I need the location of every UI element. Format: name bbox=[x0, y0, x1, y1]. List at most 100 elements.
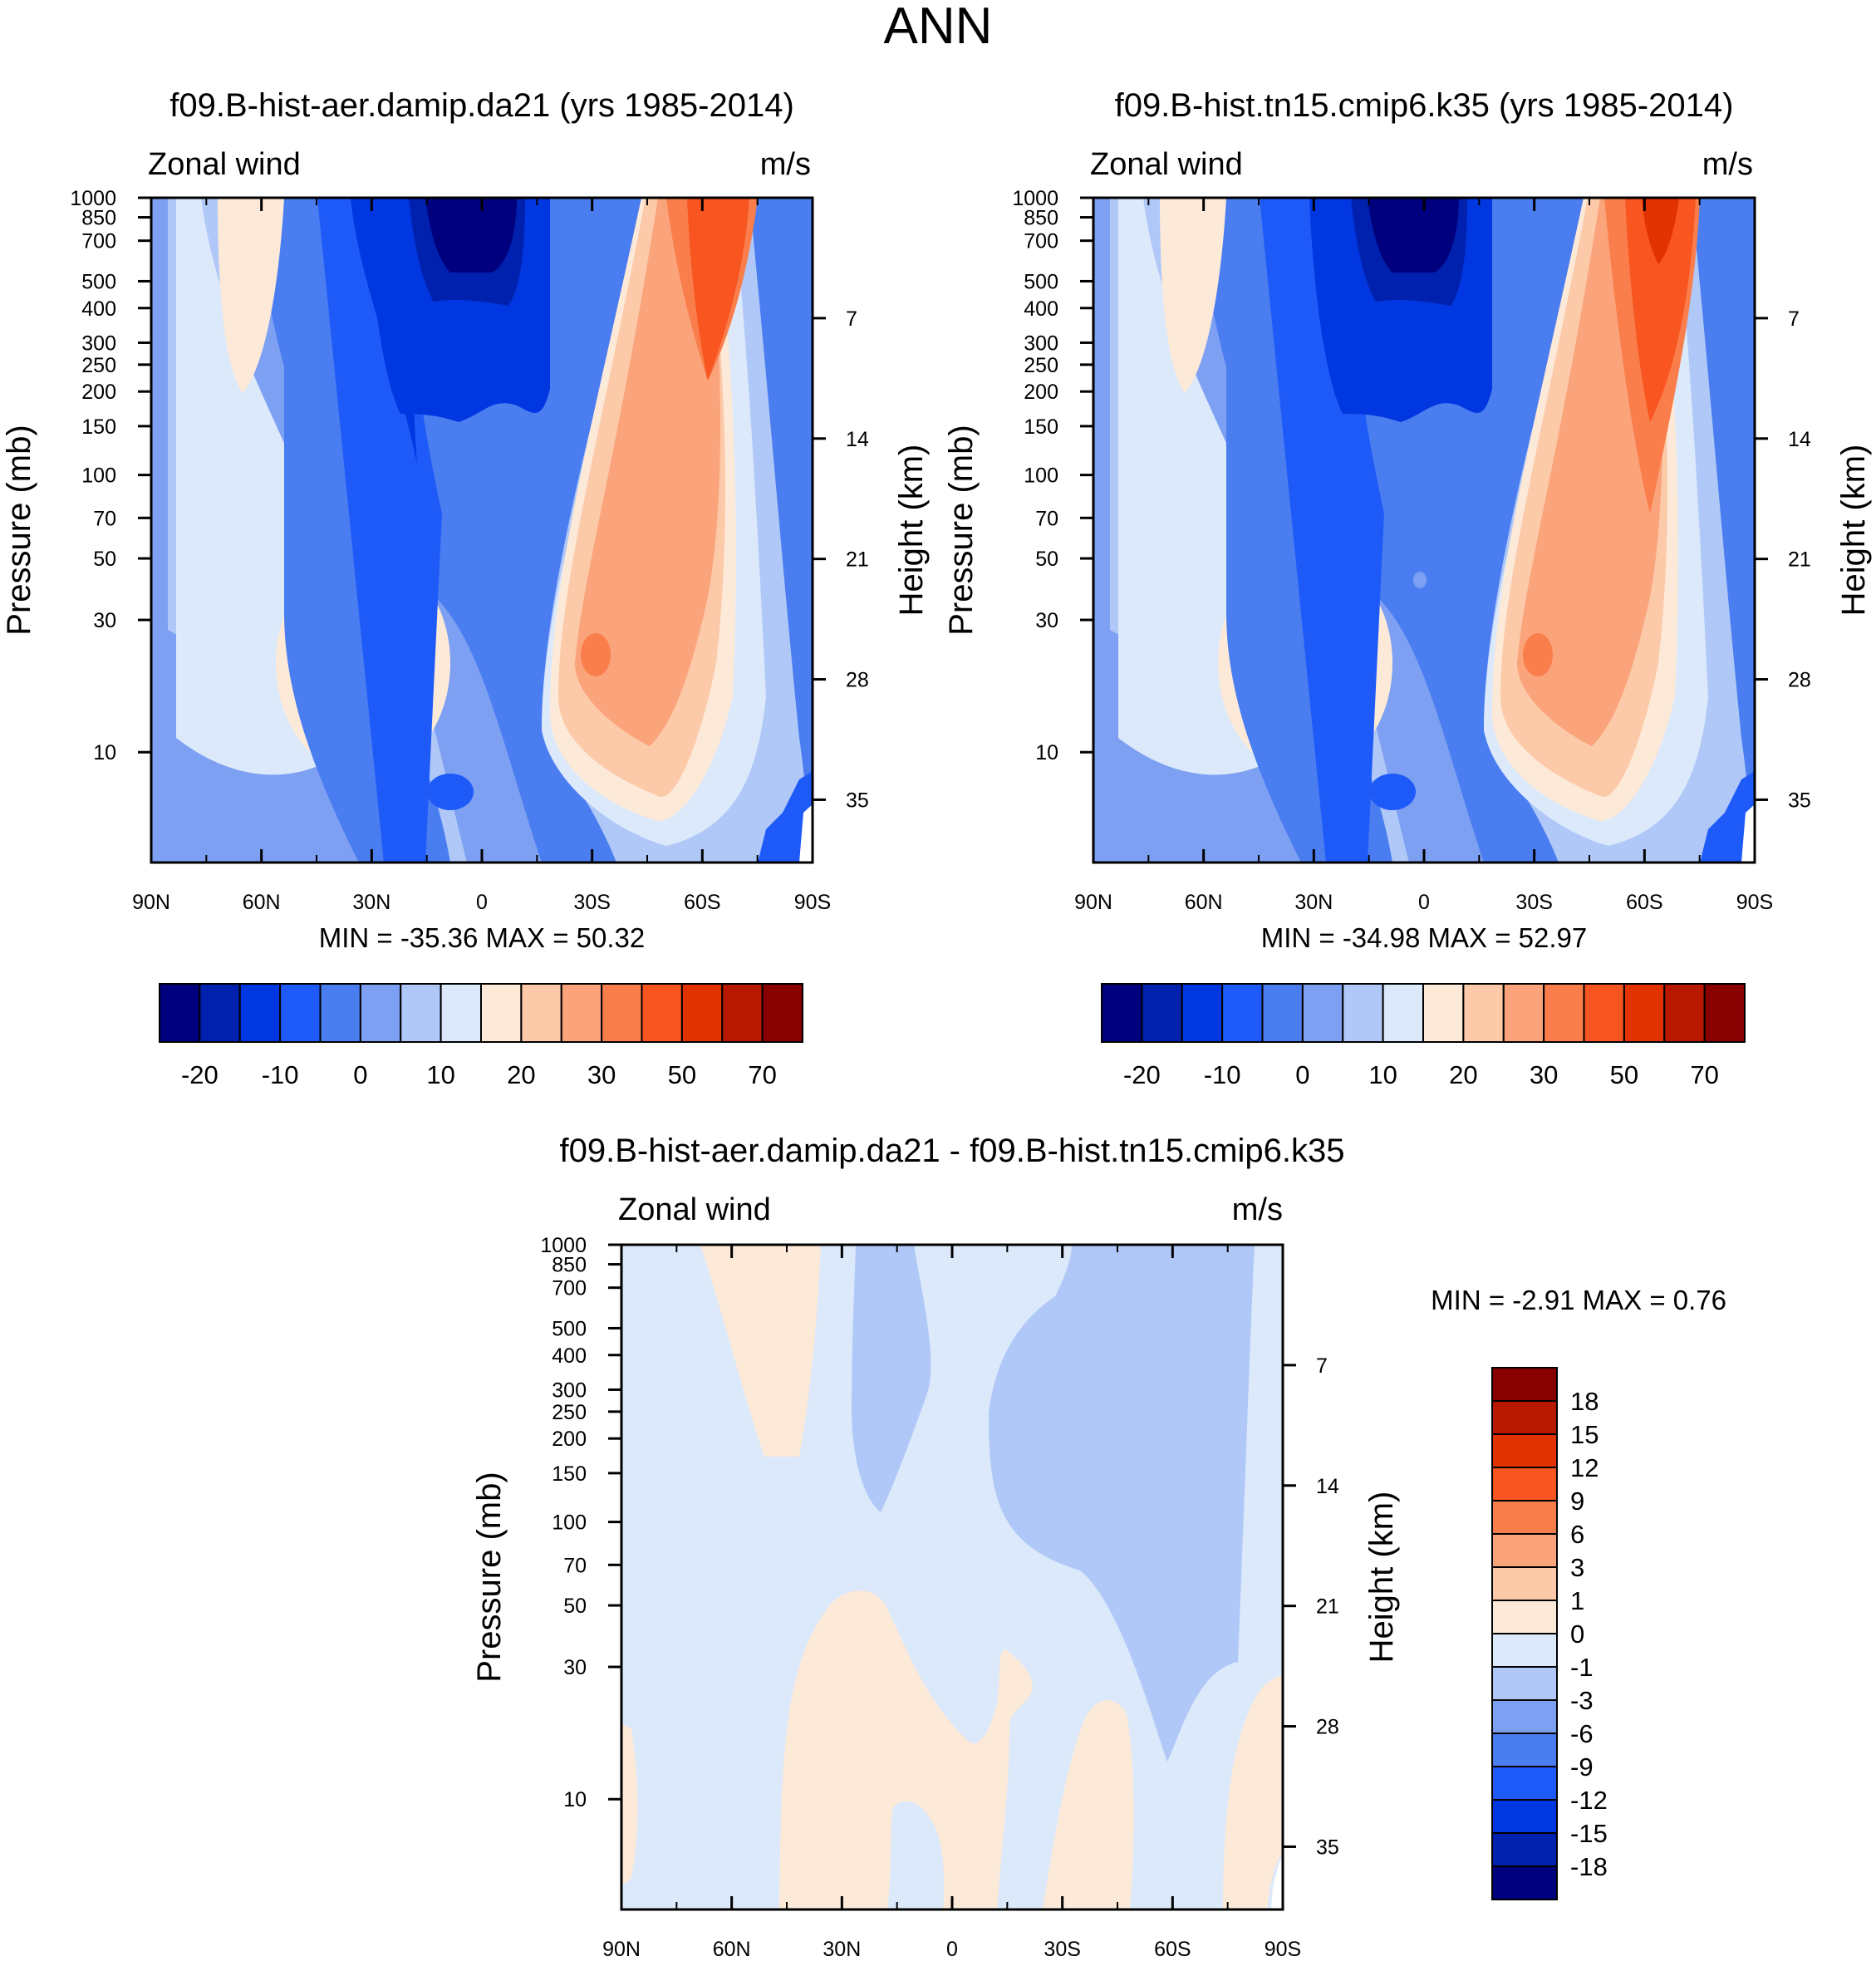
y-tick-label: 500 bbox=[552, 1317, 587, 1340]
colorbar-label: 6 bbox=[1570, 1520, 1584, 1549]
colorbar-swatch bbox=[1543, 983, 1585, 1043]
colorbar-swatch bbox=[560, 983, 603, 1043]
panel-2-contour-field bbox=[1093, 198, 1755, 863]
panel-2-title: f09.B-hist.tn15.cmip6.k35 (yrs 1985-2014… bbox=[1115, 87, 1734, 124]
y-tick-label: 150 bbox=[81, 415, 116, 439]
y2-tick-label: 28 bbox=[846, 669, 869, 692]
y-tick-label: 500 bbox=[1024, 270, 1058, 293]
colorbar-label: -18 bbox=[1570, 1852, 1608, 1881]
colorbar-label: -20 bbox=[1123, 1060, 1161, 1089]
y-tick-label: 150 bbox=[1024, 415, 1058, 439]
colorbar-swatch bbox=[1342, 983, 1384, 1043]
y-tick-label: 850 bbox=[81, 207, 116, 230]
y-tick-label: 70 bbox=[93, 507, 116, 530]
panel-1-y2label: Height (km) bbox=[893, 445, 930, 617]
y-tick-label: 150 bbox=[552, 1462, 587, 1486]
colorbar-swatch bbox=[1491, 1400, 1558, 1435]
colorbar-swatch bbox=[1301, 983, 1344, 1043]
colorbar-label: 0 bbox=[353, 1060, 367, 1089]
colorbar-label: -15 bbox=[1570, 1819, 1608, 1848]
colorbar-swatch bbox=[1181, 983, 1224, 1043]
y2-tick-label: 7 bbox=[1788, 307, 1800, 331]
x-tick-label: 90S bbox=[1265, 1938, 1301, 1961]
panel-2-colorbar: -20 -10 0 10 20 30 50 70 bbox=[1101, 983, 1746, 1089]
y-tick-label: 400 bbox=[81, 297, 116, 321]
colorbar-swatch bbox=[721, 983, 764, 1043]
y-tick-label: 50 bbox=[563, 1595, 587, 1618]
colorbar-swatch bbox=[1491, 1433, 1558, 1468]
colorbar-swatch bbox=[159, 983, 201, 1043]
y-tick-label: 50 bbox=[1035, 548, 1058, 571]
panel-1-ylabel: Pressure (mb) bbox=[1, 425, 37, 635]
y-tick-label: 500 bbox=[81, 270, 116, 293]
colorbar-swatch bbox=[1663, 983, 1706, 1043]
y-tick-label: 30 bbox=[1035, 609, 1058, 632]
x-tick-label: 60S bbox=[1154, 1938, 1191, 1961]
y-tick-label: 200 bbox=[552, 1428, 587, 1451]
x-tick-label: 90N bbox=[602, 1938, 641, 1961]
panel-1-axes: 90N 60N 30N 0 30S 60S 90S103050701001502002503… bbox=[70, 187, 869, 914]
colorbar-swatch bbox=[1491, 1699, 1558, 1734]
y-tick-label: 300 bbox=[1024, 332, 1058, 355]
colorbar-label: -1 bbox=[1570, 1653, 1594, 1682]
colorbar-swatch bbox=[1491, 1566, 1558, 1601]
panel-1: f09.B-hist-aer.damip.da21 (yrs 1985-2014… bbox=[1, 87, 930, 1089]
colorbar-label: 15 bbox=[1570, 1420, 1599, 1449]
y-tick-label: 850 bbox=[552, 1254, 587, 1277]
y-tick-label: 10 bbox=[1035, 741, 1058, 764]
panel-1-min-max: MIN = -35.36 MAX = 50.32 bbox=[319, 922, 646, 953]
x-tick-label: 0 bbox=[1418, 891, 1430, 914]
x-tick-label: 60N bbox=[243, 891, 281, 914]
colorbar-swatch bbox=[520, 983, 562, 1043]
panel-1-variable-label: Zonal wind bbox=[148, 147, 301, 182]
x-tick-label: 60S bbox=[1626, 891, 1662, 914]
colorbar-label: -10 bbox=[1204, 1060, 1241, 1089]
y-tick-label: 30 bbox=[93, 609, 116, 632]
x-tick-label: 30S bbox=[1044, 1938, 1080, 1961]
colorbar-swatch bbox=[1491, 1367, 1558, 1402]
colorbar-swatch bbox=[1491, 1666, 1558, 1701]
colorbar-label: -9 bbox=[1570, 1752, 1594, 1782]
y2-tick-label: 14 bbox=[1316, 1475, 1339, 1498]
panel-2-units-label: m/s bbox=[1702, 147, 1753, 182]
y-tick-label: 10 bbox=[93, 741, 116, 764]
panel-2-axes: 90N 60N 30N 0 30S 60S 90S103050701001502002503… bbox=[1012, 187, 1811, 914]
y-tick-label: 700 bbox=[552, 1277, 587, 1300]
y-tick-label: 100 bbox=[552, 1511, 587, 1535]
colorbar-swatch bbox=[1101, 983, 1143, 1043]
colorbar-label: 70 bbox=[1690, 1060, 1718, 1089]
colorbar-label: 30 bbox=[1530, 1060, 1558, 1089]
panel-3-y2label: Height (km) bbox=[1363, 1492, 1400, 1664]
colorbar-swatch bbox=[1491, 1799, 1558, 1834]
y2-tick-label: 7 bbox=[846, 307, 857, 331]
panel-3: f09.B-hist-aer.damip.da21 - f09.B-hist.t… bbox=[471, 1133, 1726, 1961]
colorbar-swatch bbox=[1491, 1832, 1558, 1867]
panel-3-contour-field bbox=[621, 1245, 1283, 1909]
y-tick-label: 1000 bbox=[1012, 187, 1058, 210]
y-tick-label: 100 bbox=[1024, 464, 1058, 488]
colorbar-label: 20 bbox=[507, 1060, 535, 1089]
y2-tick-label: 14 bbox=[846, 428, 869, 451]
y-tick-label: 250 bbox=[81, 354, 116, 377]
colorbar-label: 70 bbox=[748, 1060, 776, 1089]
x-tick-label: 60N bbox=[713, 1938, 751, 1961]
y-tick-label: 200 bbox=[81, 381, 116, 404]
x-tick-label: 0 bbox=[476, 891, 488, 914]
y-tick-label: 700 bbox=[1024, 230, 1058, 253]
colorbar-label: 18 bbox=[1570, 1387, 1599, 1416]
colorbar-label: -12 bbox=[1570, 1786, 1608, 1815]
y-tick-label: 300 bbox=[552, 1379, 587, 1402]
colorbar-swatch bbox=[400, 983, 442, 1043]
colorbar-swatch bbox=[440, 983, 482, 1043]
colorbar-label: 10 bbox=[426, 1060, 454, 1089]
colorbar-label: -20 bbox=[181, 1060, 219, 1089]
colorbar-label: 0 bbox=[1295, 1060, 1309, 1089]
panel-1-colorbar: -20 -10 0 10 20 30 50 70 bbox=[159, 983, 803, 1089]
y2-tick-label: 35 bbox=[1316, 1836, 1339, 1859]
colorbar-label: 0 bbox=[1570, 1619, 1584, 1649]
colorbar-swatch bbox=[1491, 1865, 1558, 1900]
colorbar-swatch bbox=[319, 983, 361, 1043]
panel-2-ylabel: Pressure (mb) bbox=[943, 425, 980, 635]
x-tick-label: 30S bbox=[1515, 891, 1552, 914]
